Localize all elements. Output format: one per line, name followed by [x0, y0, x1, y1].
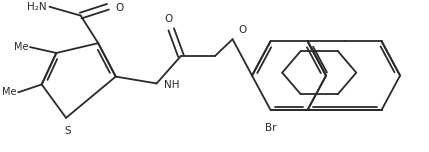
Text: O: O: [164, 14, 172, 24]
Text: Me: Me: [14, 42, 28, 52]
Text: H₂N: H₂N: [27, 2, 47, 12]
Text: O: O: [116, 3, 124, 13]
Text: S: S: [65, 126, 71, 136]
Text: NH: NH: [164, 80, 180, 90]
Text: Me: Me: [2, 87, 16, 97]
Text: Br: Br: [265, 123, 276, 133]
Text: O: O: [239, 25, 247, 35]
